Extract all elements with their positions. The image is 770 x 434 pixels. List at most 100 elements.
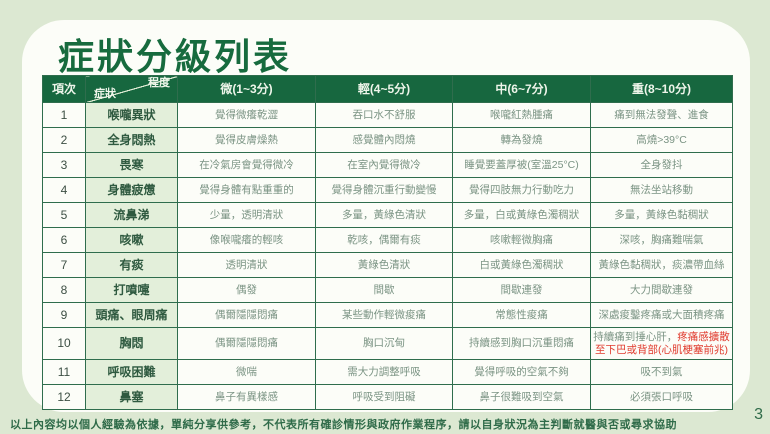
header-level-light: 輕(4~5分) [315,75,453,103]
content-card: 症狀分級列表 項次 程度 症狀 微(1~3分) 輕(4~5分) [22,20,750,412]
row-number: 11 [42,359,86,385]
table-row: 9 頭痛、眼周痛 偶爾隱隱悶痛 某些動作輕微痠痛 常態性痠痛 深處痠鑿疼痛或大面積疼痛 [42,302,733,328]
severity-description: 偶發 [177,277,316,303]
symptom-name: 打噴嚏 [85,277,178,303]
row-number: 4 [42,177,86,203]
header-level-medium: 中(6~7分) [452,75,591,103]
symptom-name: 呼吸困難 [85,359,178,385]
disclaimer-text: 以上內容均以個人經驗為依據，單純分享供參考，不代表所有確診情形與政府作業程序，請… [10,419,677,431]
symptom-name: 畏寒 [85,152,178,178]
severity-description: 黃綠色清狀 [315,252,453,278]
severity-description: 在冷氣房會覺得微冷 [177,152,316,178]
severity-description: 覺得呼吸的空氣不夠 [452,359,591,385]
severity-description: 痛到無法發聲、進食 [590,102,733,128]
symptom-grading-table: 項次 程度 症狀 微(1~3分) 輕(4~5分) 中(6~7分) 重(8~10分… [42,75,733,410]
severity-description: 呼吸受到阻礙 [315,384,453,410]
row-number: 5 [42,202,86,228]
severity-description: 喉嚨紅熱腫痛 [452,102,591,128]
table-row: 4 身體疲憊 覺得身體有點重重的 覺得身體沉重行動變慢 覺得四肢無力行動吃力 無法坐站移動 [42,177,733,203]
table-row: 1 喉嚨異狀 覺得微癢乾澀 吞口水不舒服 喉嚨紅熱腫痛 痛到無法發聲、進食 [42,102,733,128]
severity-description: 黃綠色黏稠狀，痰濃帶血絲 [590,252,733,278]
severity-warning-text: 疼痛感擴散至下巴或背部(心肌梗塞前兆) [595,330,730,356]
severity-description: 偶爾隱隱悶痛 [177,327,316,360]
table-row: 8 打噴嚏 偶發 間歇 間歇連發 大力間歇連發 [42,277,733,303]
severity-description: 白或黃綠色濁稠狀 [452,252,591,278]
severity-description: 覺得皮膚燥熱 [177,127,316,153]
severity-description: 鼻子有異樣感 [177,384,316,410]
header-row: 項次 程度 症狀 微(1~3分) 輕(4~5分) 中(6~7分) 重(8~10分… [42,75,733,103]
table-body: 1 喉嚨異狀 覺得微癢乾澀 吞口水不舒服 喉嚨紅熱腫痛 痛到無法發聲、進食 2 全身悶熱 覺得皮… [42,102,733,410]
severity-description-text: 持續痛到捶心肝， [593,330,678,343]
severity-description: 高燒>39°C [590,127,733,153]
severity-description: 間歇連發 [452,277,591,303]
symptom-name: 喉嚨異狀 [85,102,178,128]
row-number: 6 [42,227,86,253]
symptom-name: 頭痛、眼周痛 [85,302,178,328]
severity-description: 持續感到胸口沉重悶痛 [452,327,591,360]
row-number: 9 [42,302,86,328]
severity-description: 覺得身體有點重重的 [177,177,316,203]
severity-description: 吸不到氣 [590,359,733,385]
symptom-name: 有痰 [85,252,178,278]
severity-description: 多量，黃綠色黏稠狀 [590,202,733,228]
severity-description: 像喉嚨癢的輕咳 [177,227,316,253]
severity-description: 透明清狀 [177,252,316,278]
severity-description: 常態性痠痛 [452,302,591,328]
table-row: 7 有痰 透明清狀 黃綠色清狀 白或黃綠色濁稠狀 黃綠色黏稠狀，痰濃帶血絲 [42,252,733,278]
header-degree-label: 程度 [148,77,170,89]
severity-description: 咳嗽輕微胸痛 [452,227,591,253]
row-number: 10 [42,327,86,360]
symptom-name: 咳嗽 [85,227,178,253]
severity-description: 覺得身體沉重行動變慢 [315,177,453,203]
severity-description: 偶爾隱隱悶痛 [177,302,316,328]
row-number: 7 [42,252,86,278]
page-title: 症狀分級列表 [58,36,293,77]
severity-description: 間歇 [315,277,453,303]
severity-description: 轉為發燒 [452,127,591,153]
symptom-name: 全身悶熱 [85,127,178,153]
table-row: 2 全身悶熱 覺得皮膚燥熱 感覺體內悶燒 轉為發燒 高燒>39°C [42,127,733,153]
severity-description: 持續痛到捶心肝，疼痛感擴散至下巴或背部(心肌梗塞前兆) [590,327,733,360]
row-number: 8 [42,277,86,303]
severity-description: 無法坐站移動 [590,177,733,203]
severity-description: 多量，白或黃綠色濁稠狀 [452,202,591,228]
severity-description: 乾咳，偶爾有痰 [315,227,453,253]
severity-description: 胸口沉甸 [315,327,453,360]
severity-description: 多量，黃綠色清狀 [315,202,453,228]
severity-description: 需大力調整呼吸 [315,359,453,385]
symptom-name: 胸悶 [85,327,178,360]
severity-description: 鼻子很難吸到空氣 [452,384,591,410]
header-symptom-degree-corner: 程度 症狀 [85,75,178,103]
severity-description: 睡覺要蓋厚被(室溫25°C) [452,152,591,178]
table-row: 12 鼻塞 鼻子有異樣感 呼吸受到阻礙 鼻子很難吸到空氣 必須張口呼吸 [42,384,733,410]
table-header: 項次 程度 症狀 微(1~3分) 輕(4~5分) 中(6~7分) 重(8~10分… [42,75,733,103]
row-number: 1 [42,102,86,128]
row-number: 12 [42,384,86,410]
severity-description: 在室內覺得微冷 [315,152,453,178]
table-row: 5 流鼻涕 少量，透明清狀 多量，黃綠色清狀 多量，白或黃綠色濁稠狀 多量，黃綠色黏稠狀 [42,202,733,228]
table-row: 11 呼吸困難 微喘 需大力調整呼吸 覺得呼吸的空氣不夠 吸不到氣 [42,359,733,385]
severity-description: 大力間歇連發 [590,277,733,303]
row-number: 2 [42,127,86,153]
header-level-severe: 重(8~10分) [590,75,733,103]
page-number: 3 [754,406,763,423]
severity-description: 覺得微癢乾澀 [177,102,316,128]
severity-description: 某些動作輕微痠痛 [315,302,453,328]
severity-description: 深咳，胸痛難喘氣 [590,227,733,253]
table-row: 6 咳嗽 像喉嚨癢的輕咳 乾咳，偶爾有痰 咳嗽輕微胸痛 深咳，胸痛難喘氣 [42,227,733,253]
row-number: 3 [42,152,86,178]
severity-description: 感覺體內悶燒 [315,127,453,153]
severity-description: 微喘 [177,359,316,385]
severity-description: 吞口水不舒服 [315,102,453,128]
table-row: 3 畏寒 在冷氣房會覺得微冷 在室內覺得微冷 睡覺要蓋厚被(室溫25°C) 全身發抖 [42,152,733,178]
header-level-mild: 微(1~3分) [177,75,316,103]
severity-description: 全身發抖 [590,152,733,178]
table-row: 10 胸悶 偶爾隱隱悶痛 胸口沉甸 持續感到胸口沉重悶痛 持續痛到捶心肝，疼痛感擴散至下巴… [42,327,733,360]
symptom-name: 鼻塞 [85,384,178,410]
severity-description: 必須張口呼吸 [590,384,733,410]
severity-description: 少量，透明清狀 [177,202,316,228]
symptom-name: 流鼻涕 [85,202,178,228]
header-symptom-label: 症狀 [94,87,116,100]
header-item-number: 項次 [42,75,86,103]
